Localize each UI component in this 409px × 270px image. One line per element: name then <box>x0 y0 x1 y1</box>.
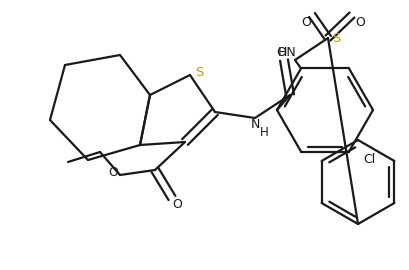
Text: Cl: Cl <box>363 153 375 166</box>
Text: N: N <box>250 119 260 131</box>
Text: O: O <box>108 167 118 180</box>
Text: O: O <box>355 15 365 29</box>
Text: O: O <box>276 46 286 59</box>
Text: S: S <box>332 32 340 45</box>
Text: HN: HN <box>278 46 297 59</box>
Text: S: S <box>195 66 203 79</box>
Text: O: O <box>301 15 311 29</box>
Text: O: O <box>172 197 182 211</box>
Text: H: H <box>260 126 268 139</box>
